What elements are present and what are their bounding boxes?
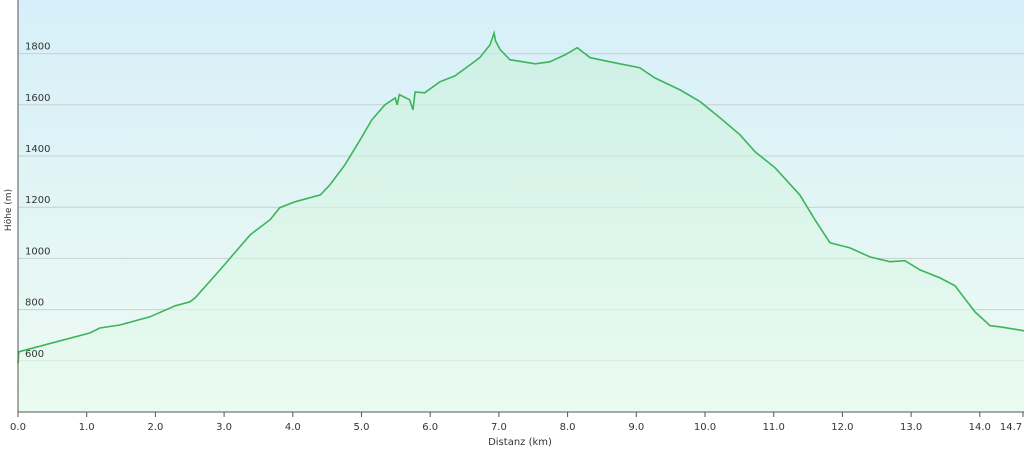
y-tick-label: 1200 [25,195,50,206]
y-tick-label: 1600 [25,93,50,104]
y-tick-labels: 600 800 1000 1200 1400 1600 1800 [25,42,50,360]
x-tick-label: 10.0 [694,422,716,433]
x-tick-label: 9.0 [628,422,644,433]
y-tick-label: 1800 [25,42,50,53]
x-tick-label: 5.0 [354,422,370,433]
x-tick-label: 8.0 [560,422,576,433]
x-tick-label: 12.0 [831,422,853,433]
y-tick-label: 800 [25,298,44,309]
x-tick-label: 3.0 [216,422,232,433]
x-tick-label: 11.0 [763,422,785,433]
x-tick-label: 0.0 [10,422,26,433]
x-tick-label: 4.0 [285,422,301,433]
x-tick-label: 6.0 [422,422,438,433]
elevation-area [18,33,1024,412]
x-tick-label: 2.0 [147,422,163,433]
y-tick-label: 1000 [25,246,50,257]
x-tick-label: 1.0 [79,422,95,433]
x-tick-label: 7.0 [491,422,507,433]
elevation-line [17,29,1024,364]
y-tick-label: 1400 [25,144,50,155]
y-axis-label: Höhe (m) [4,189,14,231]
x-tick-label: 13.0 [900,422,922,433]
x-tick-label: 14.7 [1000,422,1022,433]
x-tick-labels: 0.0 1.0 2.0 3.0 4.0 5.0 6.0 7.0 8.0 9.0 10.0 11.0 12… [10,412,1024,433]
x-tick-label: 14.0 [969,422,991,433]
x-axis-label: Distanz (km) [488,437,552,448]
y-tick-label: 600 [25,349,44,360]
